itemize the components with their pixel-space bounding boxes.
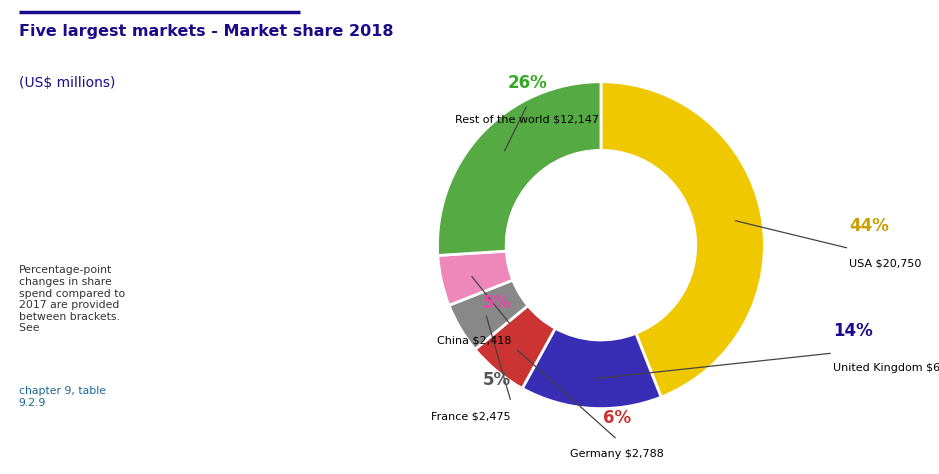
Text: Percentage-point
changes in share
spend compared to
2017 are provided
between br: Percentage-point changes in share spend … bbox=[19, 265, 125, 333]
Text: (US$ millions): (US$ millions) bbox=[19, 76, 115, 90]
Text: Five largest markets - Market share 2018: Five largest markets - Market share 2018 bbox=[19, 24, 393, 39]
Text: 6%: 6% bbox=[603, 409, 631, 427]
Text: Rest of the world $12,147: Rest of the world $12,147 bbox=[455, 114, 599, 124]
Text: 44%: 44% bbox=[850, 218, 889, 236]
Text: France $2,475: France $2,475 bbox=[431, 412, 511, 422]
Text: 14%: 14% bbox=[833, 322, 873, 340]
Text: chapter 9, table
9.2.9: chapter 9, table 9.2.9 bbox=[19, 386, 106, 408]
Text: 26%: 26% bbox=[508, 73, 547, 91]
Wedge shape bbox=[475, 306, 555, 388]
Text: Germany $2,788: Germany $2,788 bbox=[570, 449, 664, 459]
Text: USA $20,750: USA $20,750 bbox=[850, 258, 922, 268]
Text: 5%: 5% bbox=[483, 371, 511, 389]
Text: United Kingdom $6,783: United Kingdom $6,783 bbox=[833, 363, 939, 373]
Text: 5%: 5% bbox=[483, 294, 511, 312]
Text: China $2,418: China $2,418 bbox=[437, 335, 511, 345]
Wedge shape bbox=[601, 82, 764, 397]
Wedge shape bbox=[438, 251, 513, 305]
Wedge shape bbox=[438, 82, 601, 255]
Wedge shape bbox=[522, 328, 661, 409]
Wedge shape bbox=[449, 280, 528, 349]
